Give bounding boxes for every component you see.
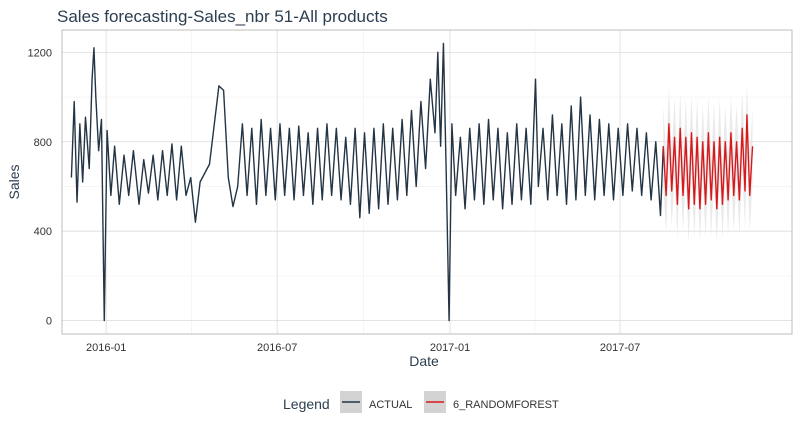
legend-title: Legend	[283, 396, 330, 412]
plot-panel-border	[61, 29, 793, 335]
x-axis-ticks: 2016-01 2016-07 2017-01 2017-07	[86, 342, 640, 354]
series-lines	[70, 42, 754, 322]
chart-title: Sales forecasting-Sales_nbr 51-All produ…	[57, 7, 388, 26]
legend-label-randomforest: 6_RANDOMFOREST	[453, 399, 559, 411]
y-axis-title: Sales	[6, 164, 22, 199]
forecast-band-area	[663, 83, 753, 243]
actual-series-line	[70, 42, 664, 322]
x-tick-label: 2017-07	[600, 342, 640, 354]
y-tick-label: 0	[46, 316, 52, 328]
y-axis-ticks: 0 400 800 1200	[28, 47, 52, 327]
x-tick-label: 2017-01	[430, 342, 470, 354]
x-tick-label: 2016-07	[257, 342, 297, 354]
x-axis-title: Date	[409, 353, 439, 369]
randomforest-series-line	[662, 114, 754, 210]
legend: Legend ACTUAL 6_RANDOMFOREST	[283, 391, 559, 413]
y-tick-label: 1200	[28, 47, 52, 59]
forecast-interval-band	[663, 83, 753, 243]
x-tick-label: 2016-01	[86, 342, 126, 354]
y-tick-label: 400	[34, 226, 52, 238]
legend-label-actual: ACTUAL	[369, 399, 412, 411]
y-tick-label: 800	[34, 137, 52, 149]
